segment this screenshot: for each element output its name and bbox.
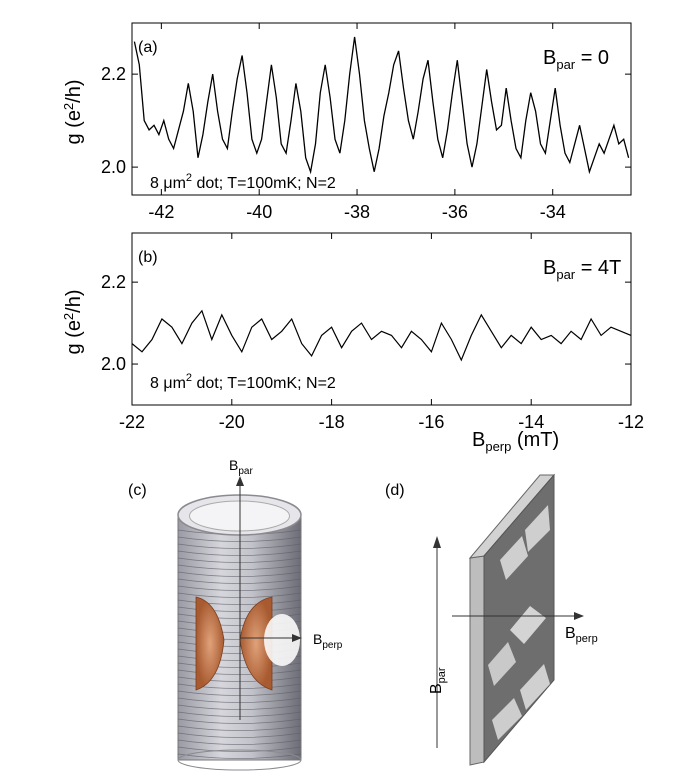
diagram-c-b-par-label: Bpar [229, 457, 253, 477]
b-perp-arrow-c [292, 634, 302, 642]
diagram-d-label: (d) [385, 482, 405, 499]
cylinder-ring [177, 732, 302, 738]
diagram-c-b-perp-label: Bperp [313, 631, 343, 651]
cylinder-bottom [177, 749, 302, 771]
panel-b-label: (b) [138, 249, 158, 266]
cylinder-ring [177, 739, 302, 745]
panel-a-x-tick-labels: -42 -40 -38 -36 -34 [148, 202, 565, 222]
panel-b-y-tick-labels: 2.0 2.2 [101, 272, 126, 374]
y-tick-label: 2.0 [101, 157, 126, 177]
panel-b: -22 -20 -18 -16 -14 -12 2.02.2 (b) Bpar = 4T … [61, 232, 644, 454]
diagram-d-b-par-label: Bpar [428, 667, 448, 694]
panel-a: -42 -40 -38 -36 -34 2.0 2.2 (a) Bpar = 0 8 μm… [61, 22, 632, 222]
sample-pattern-5 [520, 664, 550, 710]
panel-a-condition: Bpar = 0 [543, 47, 609, 72]
panel-a-annotation: 8 μm2 dot; T=100mK; N=2 [150, 172, 336, 192]
x-tick-label: -40 [246, 202, 272, 222]
sample-pattern-1 [500, 536, 528, 580]
b-par-arrow-c [236, 476, 244, 486]
diagram-d-b-perp-label: Bperp [565, 625, 598, 645]
panel-a-y-axis-label: g (e2/h) [61, 79, 85, 144]
b-perp-arrow-d [574, 612, 584, 620]
sample-pattern-4 [488, 642, 516, 686]
cylinder-ring [177, 718, 302, 724]
panel-b-y-axis-label: g (e2/h) [61, 289, 85, 354]
b-par-arrow-d [433, 536, 441, 548]
panel-b-x-tick-labels: -22 -20 -18 -16 -14 -12 [119, 412, 644, 432]
panel-b-condition: Bpar = 4T [543, 257, 621, 282]
panel-a-ticks [132, 23, 631, 195]
panel-b-annotation: 8 μm2 dot; T=100mK; N=2 [150, 372, 336, 392]
sample-pattern-6 [492, 698, 522, 740]
panel-b-series-line [131, 309, 632, 362]
sample-pattern-2 [525, 505, 550, 552]
panel-b-x-axis-label: Bperp (mT) [472, 429, 559, 454]
x-tick-label: -18 [319, 412, 345, 432]
x-tick-label: -22 [119, 412, 145, 432]
panel-a-label: (a) [138, 39, 158, 56]
panel-b-frame [131, 232, 632, 406]
x-tick-label: -34 [540, 202, 566, 222]
y-tick-label: 2.2 [101, 64, 126, 84]
cylinder-ring [177, 746, 302, 752]
panel-a-frame [131, 22, 632, 196]
x-tick-label: -20 [219, 412, 245, 432]
coil-left [195, 596, 225, 691]
coil-right-highlight [264, 614, 300, 666]
x-tick-label: -12 [618, 412, 644, 432]
panel-b-ticks [131, 233, 632, 405]
panel-a-y-tick-labels: 2.0 2.2 [101, 64, 126, 177]
y-tick-label: 2.2 [101, 272, 126, 292]
diagram-c-label: (c) [128, 482, 147, 499]
x-tick-label: -38 [344, 202, 370, 222]
sample-side-face [469, 555, 485, 766]
x-tick-label: -14 [518, 412, 544, 432]
cylinder-ring [177, 753, 302, 759]
x-tick-label: -42 [148, 202, 174, 222]
x-tick-label: -16 [418, 412, 444, 432]
diagram-d: (d) Bperp Bpar [385, 473, 598, 766]
x-tick-label: -36 [442, 202, 468, 222]
diagram-c: (c) Bpar Bperp [128, 457, 343, 771]
y-tick-label: 2.0 [101, 354, 126, 374]
panel-a-series-line [133, 36, 630, 175]
cylinder-ring [177, 725, 302, 731]
